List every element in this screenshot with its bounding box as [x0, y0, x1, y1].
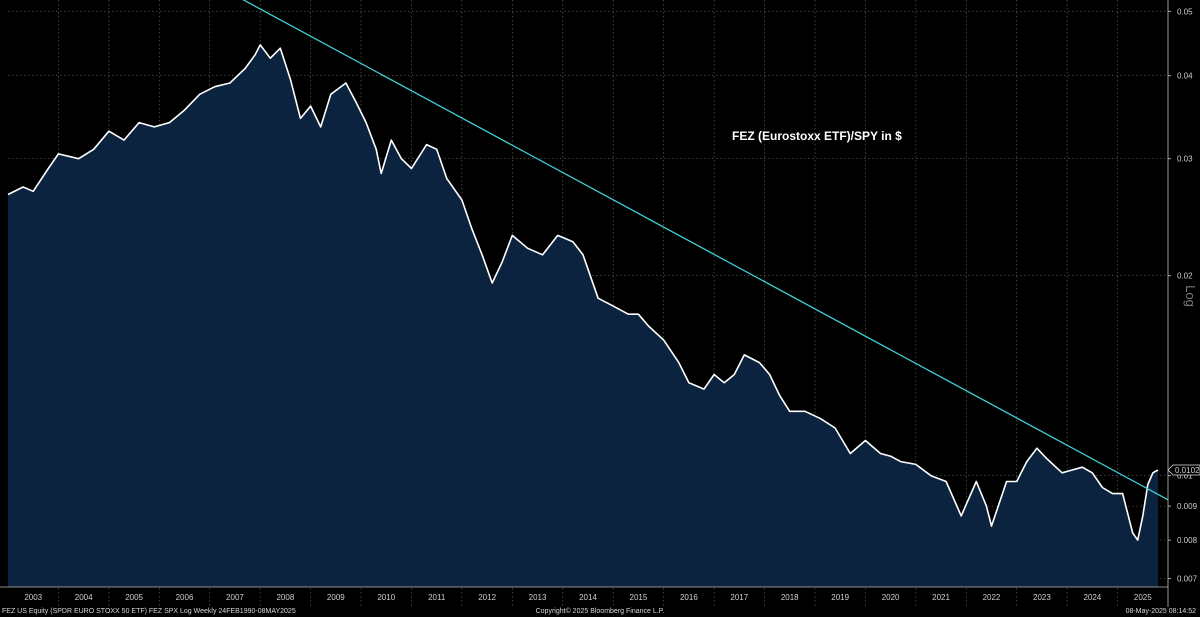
y-tick-label: 0.01 — [1177, 472, 1193, 481]
footer-security-description: FEZ US Equity (SPDR EURO STOXX 50 ETF) F… — [2, 608, 296, 615]
x-tick-labels: 2003 2004 2005 2006 2007 2008 2009 2010 2011 2012… — [24, 593, 1152, 602]
x-tick-label: 2005 — [125, 593, 143, 602]
x-tick-label: 2018 — [781, 593, 799, 602]
x-tick-label: 2009 — [327, 593, 345, 602]
footer-timestamp: 08-May-2025 08:14:52 — [1125, 608, 1196, 615]
x-tick-label: 2015 — [630, 593, 648, 602]
y-tick-label: 0.008 — [1177, 536, 1198, 545]
area-fill — [8, 44, 1158, 588]
footer-copyright: Copyright© 2025 Bloomberg Finance L.P. — [535, 608, 665, 615]
x-tick-label: 2012 — [478, 593, 496, 602]
y-tick-label: 0.009 — [1177, 502, 1198, 511]
y-tick-label: 0.05 — [1177, 7, 1193, 16]
x-tick-label: 2008 — [276, 593, 294, 602]
x-tick-label: 2010 — [377, 593, 395, 602]
last-value-label: 0.0102 — [1175, 466, 1200, 475]
x-tick-label: 2016 — [680, 593, 698, 602]
ratio-line — [7, 44, 1159, 541]
chart-title: FEZ (Eurostoxx ETF)/SPY in $ — [732, 129, 902, 143]
x-tick-label: 2006 — [176, 593, 194, 602]
trend-line — [242, 0, 1169, 501]
x-tick-label: 2014 — [579, 593, 597, 602]
x-tick-label: 2021 — [932, 593, 950, 602]
y-tick-label: 0.04 — [1177, 72, 1193, 81]
last-value-badge-shape — [1167, 464, 1200, 476]
x-tick-label: 2024 — [1083, 593, 1101, 602]
x-tick-label: 2011 — [428, 593, 446, 602]
y-tick-label: 0.03 — [1177, 155, 1193, 164]
x-tick-label: 2013 — [529, 593, 547, 602]
x-tick-label: 2004 — [75, 593, 93, 602]
axis-scale-label: Log — [1183, 285, 1198, 307]
last-value-badge: 0.0102 — [1167, 464, 1200, 476]
x-tick-label: 2022 — [983, 593, 1001, 602]
x-tick-label: 2023 — [1033, 593, 1051, 602]
y-tick-labels: 0.007 0.008 0.009 0.01 0.02 0.03 0.04 0.05 — [1168, 7, 1198, 584]
y-tick-label: 0.02 — [1177, 272, 1193, 281]
x-tick-label: 2019 — [831, 593, 849, 602]
x-tick-label: 2020 — [882, 593, 900, 602]
x-tick-label: 2017 — [730, 593, 748, 602]
y-tick-label: 0.007 — [1177, 575, 1198, 584]
x-tick-label: 2007 — [226, 593, 244, 602]
x-tick-label: 2003 — [24, 593, 42, 602]
x-tick-label: 2025 — [1134, 593, 1152, 602]
